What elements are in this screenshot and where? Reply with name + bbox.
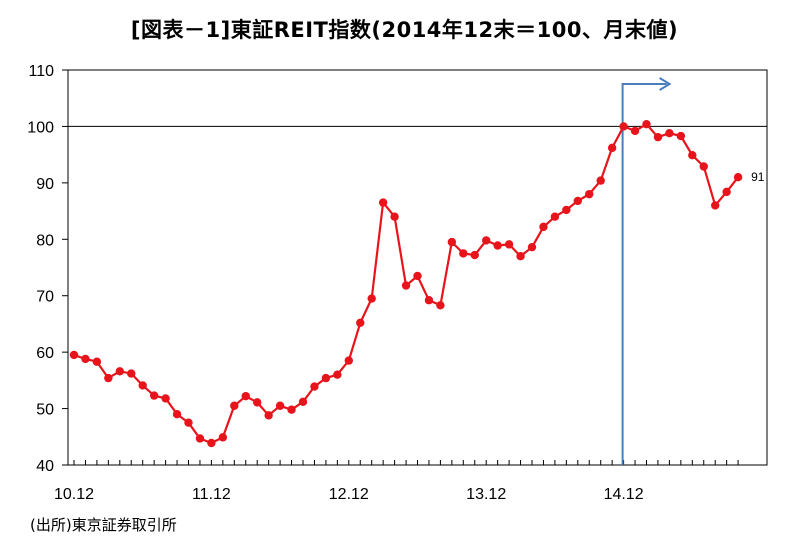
data-point (367, 294, 376, 303)
y-tick-label: 80 (36, 232, 54, 249)
plot-frame (67, 69, 768, 466)
data-point (493, 241, 502, 250)
data-point (401, 281, 411, 290)
x-tick-label: 14.12 (604, 486, 644, 503)
data-point (573, 196, 582, 206)
data-point (378, 198, 388, 207)
y-tick-label: 50 (36, 402, 54, 419)
data-point (321, 373, 331, 383)
data-point (241, 391, 250, 401)
data-point (619, 122, 628, 131)
data-point (298, 397, 308, 406)
data-point (665, 129, 674, 138)
data-point (516, 252, 525, 261)
x-tick-label: 12.12 (329, 486, 369, 503)
data-point (562, 205, 571, 215)
y-tick-label: 90 (36, 176, 54, 193)
marker-line (621, 83, 667, 465)
data-point (333, 370, 342, 379)
data-point (356, 318, 365, 327)
data-point (436, 301, 445, 310)
marker-arrowhead (659, 77, 672, 91)
data-point (138, 381, 147, 390)
data-point (630, 126, 640, 136)
data-point (459, 249, 468, 258)
y-tick-label: 110 (28, 63, 54, 80)
y-tick-label: 100 (27, 119, 54, 136)
chart-title: [図表－1]東証REIT指数(2014年12末＝100、月末値) (130, 18, 679, 42)
data-point (218, 433, 228, 442)
data-point (733, 173, 743, 182)
data-point (447, 237, 457, 247)
data-point (390, 212, 399, 221)
data-point (184, 418, 193, 427)
data-point (711, 201, 720, 210)
data-point (504, 240, 514, 249)
data-point (275, 401, 285, 410)
data-point (92, 357, 102, 366)
data-point (161, 394, 170, 403)
x-tick-label: 13.12 (466, 486, 506, 503)
data-point (699, 162, 708, 171)
x-tick-label: 11.12 (192, 486, 231, 503)
x-tick-label: 10.12 (54, 486, 94, 503)
data-point (253, 398, 262, 407)
data-point (688, 151, 697, 160)
data-point (195, 434, 205, 443)
data-point (104, 373, 113, 383)
end-value-label: 91 (751, 170, 765, 184)
data-point (550, 212, 560, 221)
data-point (310, 382, 319, 391)
data-point (413, 271, 422, 281)
data-point (115, 367, 125, 376)
data-point (642, 119, 651, 129)
source-note: (出所)東京証券取引所 (30, 516, 177, 534)
y-tick-label: 40 (36, 458, 54, 475)
data-point (287, 405, 296, 414)
data-point (172, 410, 182, 419)
data-point (81, 354, 90, 364)
y-tick-label: 60 (36, 345, 54, 362)
data-point (539, 222, 548, 232)
data-point (653, 132, 663, 142)
data-point (596, 176, 605, 185)
data-point (264, 411, 273, 420)
data-point (676, 131, 686, 141)
data-point (344, 356, 353, 365)
data-point (607, 143, 617, 153)
y-tick-label: 70 (36, 289, 54, 306)
plot-layer: 40 50 60 70 80 90 100 110 10.12 11.12 12.12 13.12 14… (27, 63, 768, 503)
data-point (470, 250, 479, 260)
data-point (527, 242, 537, 252)
data-point (230, 401, 239, 410)
data-point (722, 187, 731, 197)
data-point (127, 369, 136, 378)
data-point (149, 391, 159, 400)
data-point (585, 189, 594, 199)
data-point (482, 236, 491, 245)
data-point (424, 296, 434, 305)
data-point (207, 438, 216, 448)
data-point (69, 350, 79, 360)
